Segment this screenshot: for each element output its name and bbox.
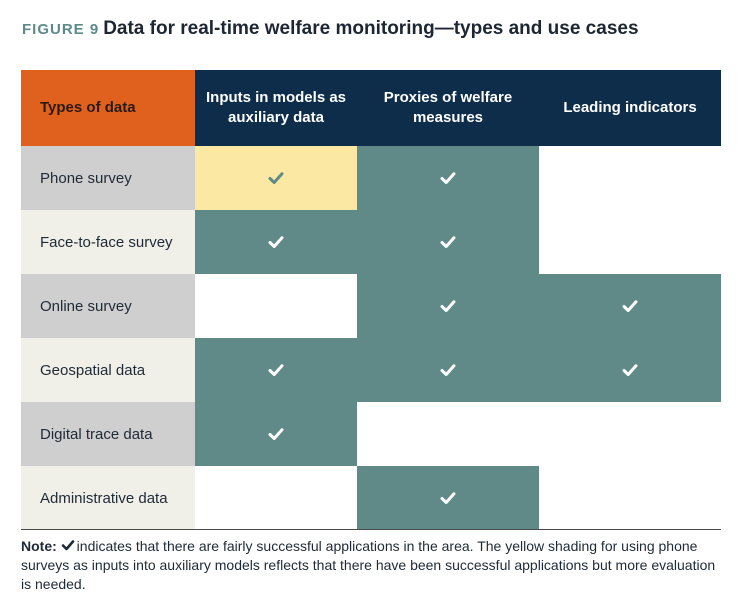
row-label: Face-to-face survey xyxy=(21,210,195,274)
figure-label: FIGURE 9 xyxy=(22,21,100,38)
table-row: Geospatial data xyxy=(21,338,721,402)
checkmark-icon xyxy=(267,233,285,251)
cell-empty xyxy=(539,210,721,274)
checkmark-icon xyxy=(439,489,457,507)
checkmark-icon xyxy=(267,425,285,443)
table-body: Phone survey Face-to-face survey Online su… xyxy=(21,146,721,530)
table-row: Administrative data xyxy=(21,466,721,530)
data-types-table: Types of data Inputs in models as auxili… xyxy=(21,70,721,530)
checkmark-icon xyxy=(439,361,457,379)
cell-check xyxy=(357,146,539,210)
figure-title: FIGURE 9 Data for real-time welfare monit… xyxy=(22,18,639,40)
checkmark-icon xyxy=(267,169,285,187)
cell-check xyxy=(195,338,357,402)
table-row: Face-to-face survey xyxy=(21,210,721,274)
note-text: indicates that there are fairly successf… xyxy=(21,538,716,592)
figure-title-text: Data for real-time welfare monitoring—ty… xyxy=(103,18,639,39)
checkmark-icon xyxy=(439,297,457,315)
cell-check xyxy=(195,210,357,274)
table-row: Online survey xyxy=(21,274,721,338)
cell-check xyxy=(195,402,357,466)
cell-check-needs-evaluation xyxy=(195,146,357,210)
checkmark-icon xyxy=(267,361,285,379)
row-label: Digital trace data xyxy=(21,402,195,466)
table-row: Digital trace data xyxy=(21,402,721,466)
note-divider xyxy=(21,529,721,530)
table-header-row: Types of data Inputs in models as auxili… xyxy=(21,70,721,146)
table-row: Phone survey xyxy=(21,146,721,210)
checkmark-icon xyxy=(621,361,639,379)
cell-check xyxy=(539,274,721,338)
checkmark-icon xyxy=(439,169,457,187)
header-inputs-in-models: Inputs in models as auxiliary data xyxy=(195,70,357,146)
checkmark-icon xyxy=(61,538,75,552)
checkmark-icon xyxy=(621,297,639,315)
cell-empty xyxy=(357,402,539,466)
header-types-of-data: Types of data xyxy=(21,70,195,146)
checkmark-icon xyxy=(439,233,457,251)
row-label: Phone survey xyxy=(21,146,195,210)
cell-check xyxy=(357,466,539,530)
cell-check xyxy=(539,338,721,402)
note: Note: indicates that there are fairly su… xyxy=(21,537,723,594)
header-leading-indicators: Leading indicators xyxy=(539,70,721,146)
cell-empty xyxy=(539,146,721,210)
header-proxies-of-welfare: Proxies of welfare measures xyxy=(357,70,539,146)
cell-empty xyxy=(539,402,721,466)
cell-check xyxy=(357,274,539,338)
row-label: Online survey xyxy=(21,274,195,338)
cell-check xyxy=(357,338,539,402)
cell-empty xyxy=(195,274,357,338)
row-label: Geospatial data xyxy=(21,338,195,402)
cell-empty xyxy=(539,466,721,530)
cell-empty xyxy=(195,466,357,530)
note-label: Note: xyxy=(21,538,57,554)
row-label: Administrative data xyxy=(21,466,195,530)
cell-check xyxy=(357,210,539,274)
